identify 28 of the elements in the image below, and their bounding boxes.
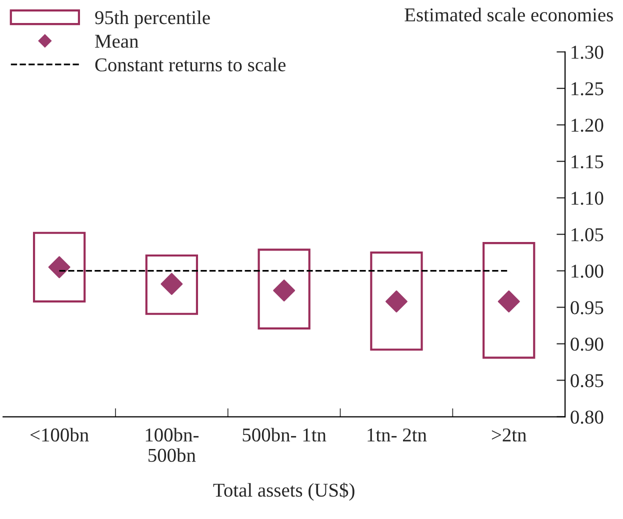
y-tick-label: 0.95	[570, 301, 604, 314]
x-tick-label: 500bn- 1tn	[242, 428, 326, 442]
point	[498, 290, 520, 312]
y-tick-label: 0.90	[570, 338, 604, 351]
bar	[258, 248, 310, 330]
y-tick-label: 1.00	[572, 264, 604, 278]
bar	[370, 252, 423, 351]
x-tick-label: 1tn- 2tn	[368, 428, 427, 442]
x-tick-label: 100bn- 500bn	[146, 428, 199, 462]
y-tick-label: 0.85	[570, 374, 604, 388]
legend-label: Mean	[95, 34, 138, 48]
x-axis-title: Total assets (US$)	[213, 482, 354, 501]
y-tick-label: 1.10	[572, 192, 604, 205]
chart-title: Estimated scale economies	[404, 8, 613, 22]
point	[385, 290, 408, 312]
bar	[145, 254, 198, 315]
legend-label: 95th percentile	[95, 10, 210, 28]
x-tick-label: <100bn	[30, 428, 89, 442]
y-tick-label: 1.20	[572, 118, 604, 132]
y-tick-label: 0.80	[570, 410, 604, 424]
y-tick-label: 1.25	[572, 82, 604, 96]
bar	[482, 242, 536, 359]
x-tick-label: >2tn	[492, 428, 526, 442]
y-tick-label: 1.30	[572, 46, 604, 59]
bar	[32, 232, 86, 303]
y-tick-label: 1.15	[572, 155, 604, 168]
legend-label: Constant returns to scale	[95, 58, 286, 72]
y-tick-label: 1.05	[572, 228, 604, 242]
